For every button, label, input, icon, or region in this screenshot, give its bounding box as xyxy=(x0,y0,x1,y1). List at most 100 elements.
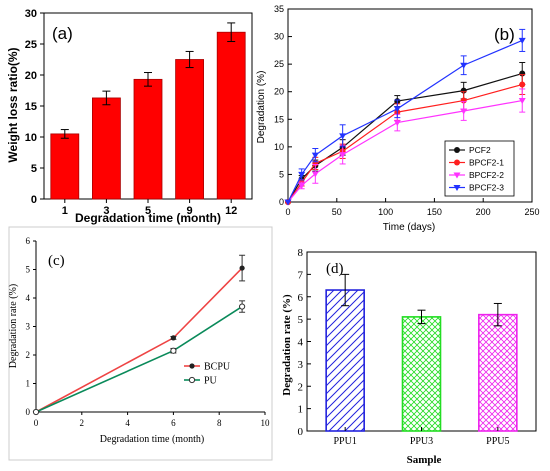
panel-c: 0 2 4 6 8 10 0 1 2 3 4 5 6 BCPU PU (c) Degradation tim… xyxy=(8,226,273,461)
panel-d-bar xyxy=(325,289,365,432)
panel-d-xtick-label: PPU3 xyxy=(410,436,433,447)
panel-b-axes-frame xyxy=(287,8,533,203)
panel-b-ytick-label: 20 xyxy=(274,87,284,97)
panel-a-bar xyxy=(92,97,121,200)
panel-a-tag: (a) xyxy=(52,24,73,43)
panel-c-legend-label: PU xyxy=(204,376,218,387)
panel-c-point xyxy=(170,347,177,354)
panel-d-xtick-label: PPU1 xyxy=(333,436,356,447)
panel-b-point xyxy=(393,106,401,113)
panel-c-frame xyxy=(8,226,273,461)
panel-d-ytick-label: 0 xyxy=(298,426,304,438)
panel-c-ytick-label: 1 xyxy=(26,379,31,389)
panel-c-xtick-label: 2 xyxy=(80,418,85,428)
panel-c-ylabel: Degradation rate (%) xyxy=(8,284,19,368)
panel-a-bar xyxy=(50,133,80,200)
panel-d-bar xyxy=(401,316,442,432)
panel-c-xtick-label: 10 xyxy=(261,418,271,428)
panel-c-ytick-label: 2 xyxy=(26,350,31,360)
panel-b-xtick-label: 200 xyxy=(476,207,491,217)
panel-a-xtick-label: 5 xyxy=(145,205,151,217)
panel-d-ytick-label: 1 xyxy=(298,404,304,416)
panel-b-plot: 0 50 100 150 200 250 0 5 10 15 20 25 30 35 PCF2 BPCF2-1… xyxy=(274,4,540,217)
panel-c-ytick-label: 0 xyxy=(26,407,31,417)
panel-a-bar xyxy=(175,59,205,200)
panel-a-bar xyxy=(216,31,246,200)
panel-b-ytick-label: 5 xyxy=(279,169,284,179)
panel-b-legend-label: BPCF2-2 xyxy=(469,170,504,180)
panel-b-point xyxy=(284,199,292,206)
panel-c-xtick-label: 8 xyxy=(217,418,222,428)
panel-a-xtick-label: 1 xyxy=(62,205,68,217)
panel-b-point xyxy=(460,62,468,69)
panel-b-point xyxy=(311,171,319,178)
panel-b-point xyxy=(518,98,526,105)
panel-b-tag: (b) xyxy=(494,25,515,44)
panel-d-xlabel: Sample xyxy=(407,454,442,466)
panel-a-xtick-label: 9 xyxy=(187,205,193,217)
panel-b-xtick-label: 250 xyxy=(524,207,539,217)
panel-a-xtick-label: 12 xyxy=(225,205,237,217)
panel-d-ytick-label: 3 xyxy=(298,359,304,371)
panel-b-point xyxy=(298,182,306,189)
panel-d-ytick-label: 8 xyxy=(298,247,304,259)
panel-c-ytick-label: 5 xyxy=(26,265,31,275)
panel-c-xtick-label: 0 xyxy=(34,418,39,428)
panel-c-legend-marker xyxy=(188,376,196,384)
panel-b-legend-marker xyxy=(454,159,460,166)
panel-d-ytick-label: 2 xyxy=(298,381,304,393)
panel-b-legend-label: PCF2 xyxy=(469,145,491,155)
panel-c-legend-marker xyxy=(189,363,195,369)
panel-a-ylabel: Weight loss ratio(%) xyxy=(6,47,20,162)
panel-a: 0 5 10 15 20 25 30 1 3 5 9 12 (a) Degradation time … xyxy=(6,8,253,225)
panel-c-xtick-label: 4 xyxy=(125,418,130,428)
panel-b-point xyxy=(393,120,401,127)
panel-b-xlabel: Time (days) xyxy=(383,222,435,233)
panel-b-xtick-label: 100 xyxy=(378,207,393,217)
panel-b-ytick-label: 15 xyxy=(274,114,284,124)
panel-b-ytick-label: 0 xyxy=(279,197,284,207)
panel-c-xtick-label: 6 xyxy=(171,418,176,428)
panel-c-legend-label: BCPU xyxy=(204,362,231,373)
panel-b-point xyxy=(311,152,319,159)
panel-b-point xyxy=(339,152,347,159)
panel-d-ytick-label: 5 xyxy=(298,314,304,326)
panel-a-ytick-label: 5 xyxy=(31,163,37,175)
panel-a-ytick-label: 20 xyxy=(25,70,37,82)
panel-b-xtick-label: 150 xyxy=(427,207,442,217)
panel-b-legend-marker xyxy=(453,172,461,179)
panel-b-ytick-label: 30 xyxy=(274,32,284,42)
panel-b-legend-marker xyxy=(454,147,460,153)
panel-b-legend-marker xyxy=(453,185,461,191)
panel-a-plot: 0 5 10 15 20 25 30 1 3 5 9 12 xyxy=(25,8,253,217)
panel-c-point xyxy=(239,303,246,310)
panel-b-ytick-label: 10 xyxy=(274,142,284,152)
panel-b-legend-label: BPCF2-3 xyxy=(469,183,504,193)
panel-c-point xyxy=(32,408,40,416)
panel-c-point xyxy=(170,335,176,341)
panel-b-point xyxy=(519,81,526,88)
panel-b-ytick-label: 35 xyxy=(274,4,284,14)
panel-b-point xyxy=(460,108,468,115)
panel-a-bar xyxy=(133,78,163,200)
panel-d-xtick-label: PPU5 xyxy=(486,436,509,447)
panel-b-point xyxy=(339,133,347,140)
panel-d-ytick-label: 4 xyxy=(298,337,304,349)
panel-d-bar xyxy=(478,313,518,432)
panel-c-ytick-label: 3 xyxy=(26,322,31,332)
panel-d-ylabel: Degradation rate (%) xyxy=(281,294,293,396)
panel-a-ytick-label: 25 xyxy=(25,39,37,51)
panel-a-xlabel: Degradation time (month) xyxy=(75,211,221,225)
panel-d-plot: 0 1 2 3 4 5 6 7 8 PPU1 PPU3 PPU5 xyxy=(298,247,537,447)
panel-a-xtick-label: 3 xyxy=(103,205,109,217)
panel-a-ytick-label: 0 xyxy=(31,194,37,206)
panel-a-ytick-label: 15 xyxy=(25,101,37,113)
panel-b-legend-label: BPCF2-1 xyxy=(469,158,504,168)
panel-c-point xyxy=(239,265,245,271)
panel-d: 0 1 2 3 4 5 6 7 8 PPU1 PPU3 PPU5 (d) Sample Degrada… xyxy=(281,247,537,466)
panel-c-plot: 0 2 4 6 8 10 0 1 2 3 4 5 6 BCPU PU xyxy=(26,236,271,428)
panel-d-ytick-label: 7 xyxy=(298,269,304,281)
panel-b-point xyxy=(518,37,526,44)
panel-d-tag: (d) xyxy=(326,261,344,277)
panel-b-xtick-label: 0 xyxy=(285,207,290,217)
